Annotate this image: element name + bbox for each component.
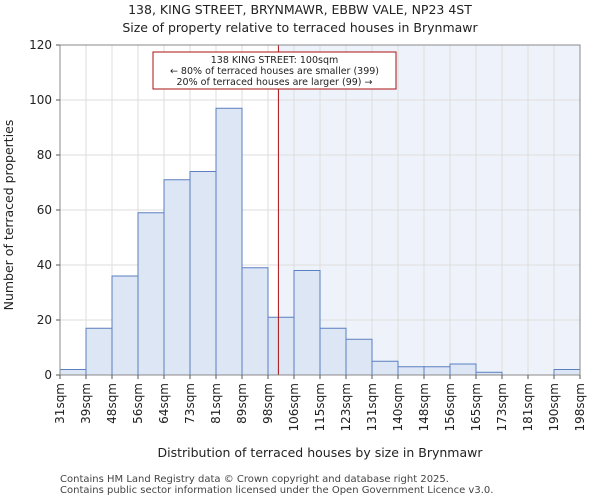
x-tick-label: 89sqm [235, 383, 249, 424]
bar [163, 179, 191, 376]
x-tick-label: 106sqm [287, 383, 301, 431]
bar [553, 369, 581, 376]
y-tick-label: 60 [37, 203, 52, 217]
bar [345, 338, 373, 376]
x-tick-label: 64sqm [157, 383, 171, 424]
bar [111, 275, 139, 376]
x-tick-label: 165sqm [469, 383, 483, 431]
x-tick-label: 148sqm [417, 383, 431, 431]
annotation-box [152, 51, 397, 90]
y-axis-label: Number of terraced properties [1, 120, 16, 311]
footer-line-2: Contains public sector information licen… [60, 485, 494, 496]
annotation-line2: ← 80% of terraced houses are smaller (39… [170, 66, 379, 77]
x-tick-label: 31sqm [53, 383, 67, 424]
chart-title: 138, KING STREET, BRYNMAWR, EBBW VALE, N… [128, 2, 472, 17]
histogram-chart: 0 20 40 60 80 100 120 31sqm 39sqm 48sqm 56sqm 64sqm… [1, 38, 587, 460]
y-tick-label: 100 [29, 93, 52, 107]
bar [319, 327, 347, 376]
x-tick-label: 39sqm [79, 383, 93, 424]
bar [85, 327, 113, 376]
x-tick-label: 173sqm [495, 383, 509, 431]
chart-subtitle: Size of property relative to terraced ho… [122, 20, 478, 35]
x-tick-label: 123sqm [339, 383, 353, 431]
y-tick-label: 20 [37, 313, 52, 327]
bar [371, 360, 399, 376]
x-tick-label: 140sqm [391, 383, 405, 431]
bar [215, 107, 243, 376]
annotation-line1: 138 KING STREET: 100sqm [211, 55, 338, 66]
x-tick-label: 73sqm [183, 383, 197, 424]
footer-line-1: Contains HM Land Registry data © Crown c… [60, 474, 449, 485]
x-tick-label: 98sqm [261, 383, 275, 424]
x-tick-label: 156sqm [443, 383, 457, 431]
y-tick-label: 0 [44, 368, 52, 382]
bar [423, 366, 451, 376]
x-tick-label: 56sqm [131, 383, 145, 424]
bar [241, 267, 269, 376]
x-tick-label: 115sqm [313, 383, 327, 431]
bar [449, 363, 477, 376]
x-tick-label: 190sqm [547, 383, 561, 431]
x-tick-label: 198sqm [573, 383, 587, 431]
y-tick-label: 80 [37, 148, 52, 162]
bar [397, 366, 425, 376]
bar [293, 270, 321, 376]
x-tick-label: 81sqm [209, 383, 223, 424]
y-tick-label: 40 [37, 258, 52, 272]
bar [137, 212, 165, 376]
bar [59, 369, 87, 376]
bar [267, 316, 295, 376]
y-tick-label: 120 [29, 38, 52, 52]
annotation-line3: 20% of terraced houses are larger (99) → [177, 77, 373, 88]
x-tick-label: 131sqm [365, 383, 379, 431]
x-tick-label: 181sqm [521, 383, 535, 431]
bar [189, 171, 217, 376]
x-tick-label: 48sqm [105, 383, 119, 424]
x-axis-label: Distribution of terraced houses by size … [158, 445, 484, 460]
